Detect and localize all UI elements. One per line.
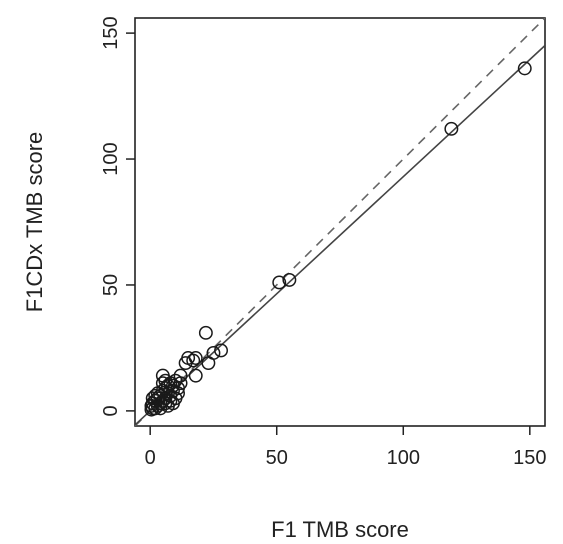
data-point [155,376,170,391]
data-point [272,275,287,290]
data-point [214,343,228,358]
identity-line [135,18,545,426]
data-point [282,272,297,287]
x-axis-label: F1 TMB score [271,517,409,542]
y-tick-label: 150 [100,16,122,49]
data-points [144,61,532,417]
data-point [148,388,163,403]
data-point [444,121,459,136]
data-point [188,368,203,383]
data-point [166,396,180,411]
data-point [158,373,173,388]
y-tick-label: 0 [100,405,122,416]
y-axis: 0 50 100 150 [100,16,135,416]
reference-lines [135,18,545,426]
data-point [153,401,168,416]
data-point [144,398,159,413]
data-point [201,356,216,370]
data-point [198,325,213,340]
y-axis-label: F1CDx TMB score [22,132,47,313]
data-point [145,391,160,406]
data-point [171,381,185,396]
y-tick-label: 50 [100,274,122,296]
x-axis: 0 50 100 150 [145,426,547,469]
y-tick-label: 100 [100,142,122,175]
data-point [163,393,178,408]
fit-line [135,44,545,426]
x-tick-label: 100 [387,447,420,469]
x-tick-label: 0 [145,447,156,469]
x-tick-label: 50 [266,447,288,469]
data-point [178,356,193,370]
plot-frame [134,17,546,427]
data-point [144,402,159,417]
x-tick-label: 150 [513,447,546,469]
data-point [517,61,532,76]
